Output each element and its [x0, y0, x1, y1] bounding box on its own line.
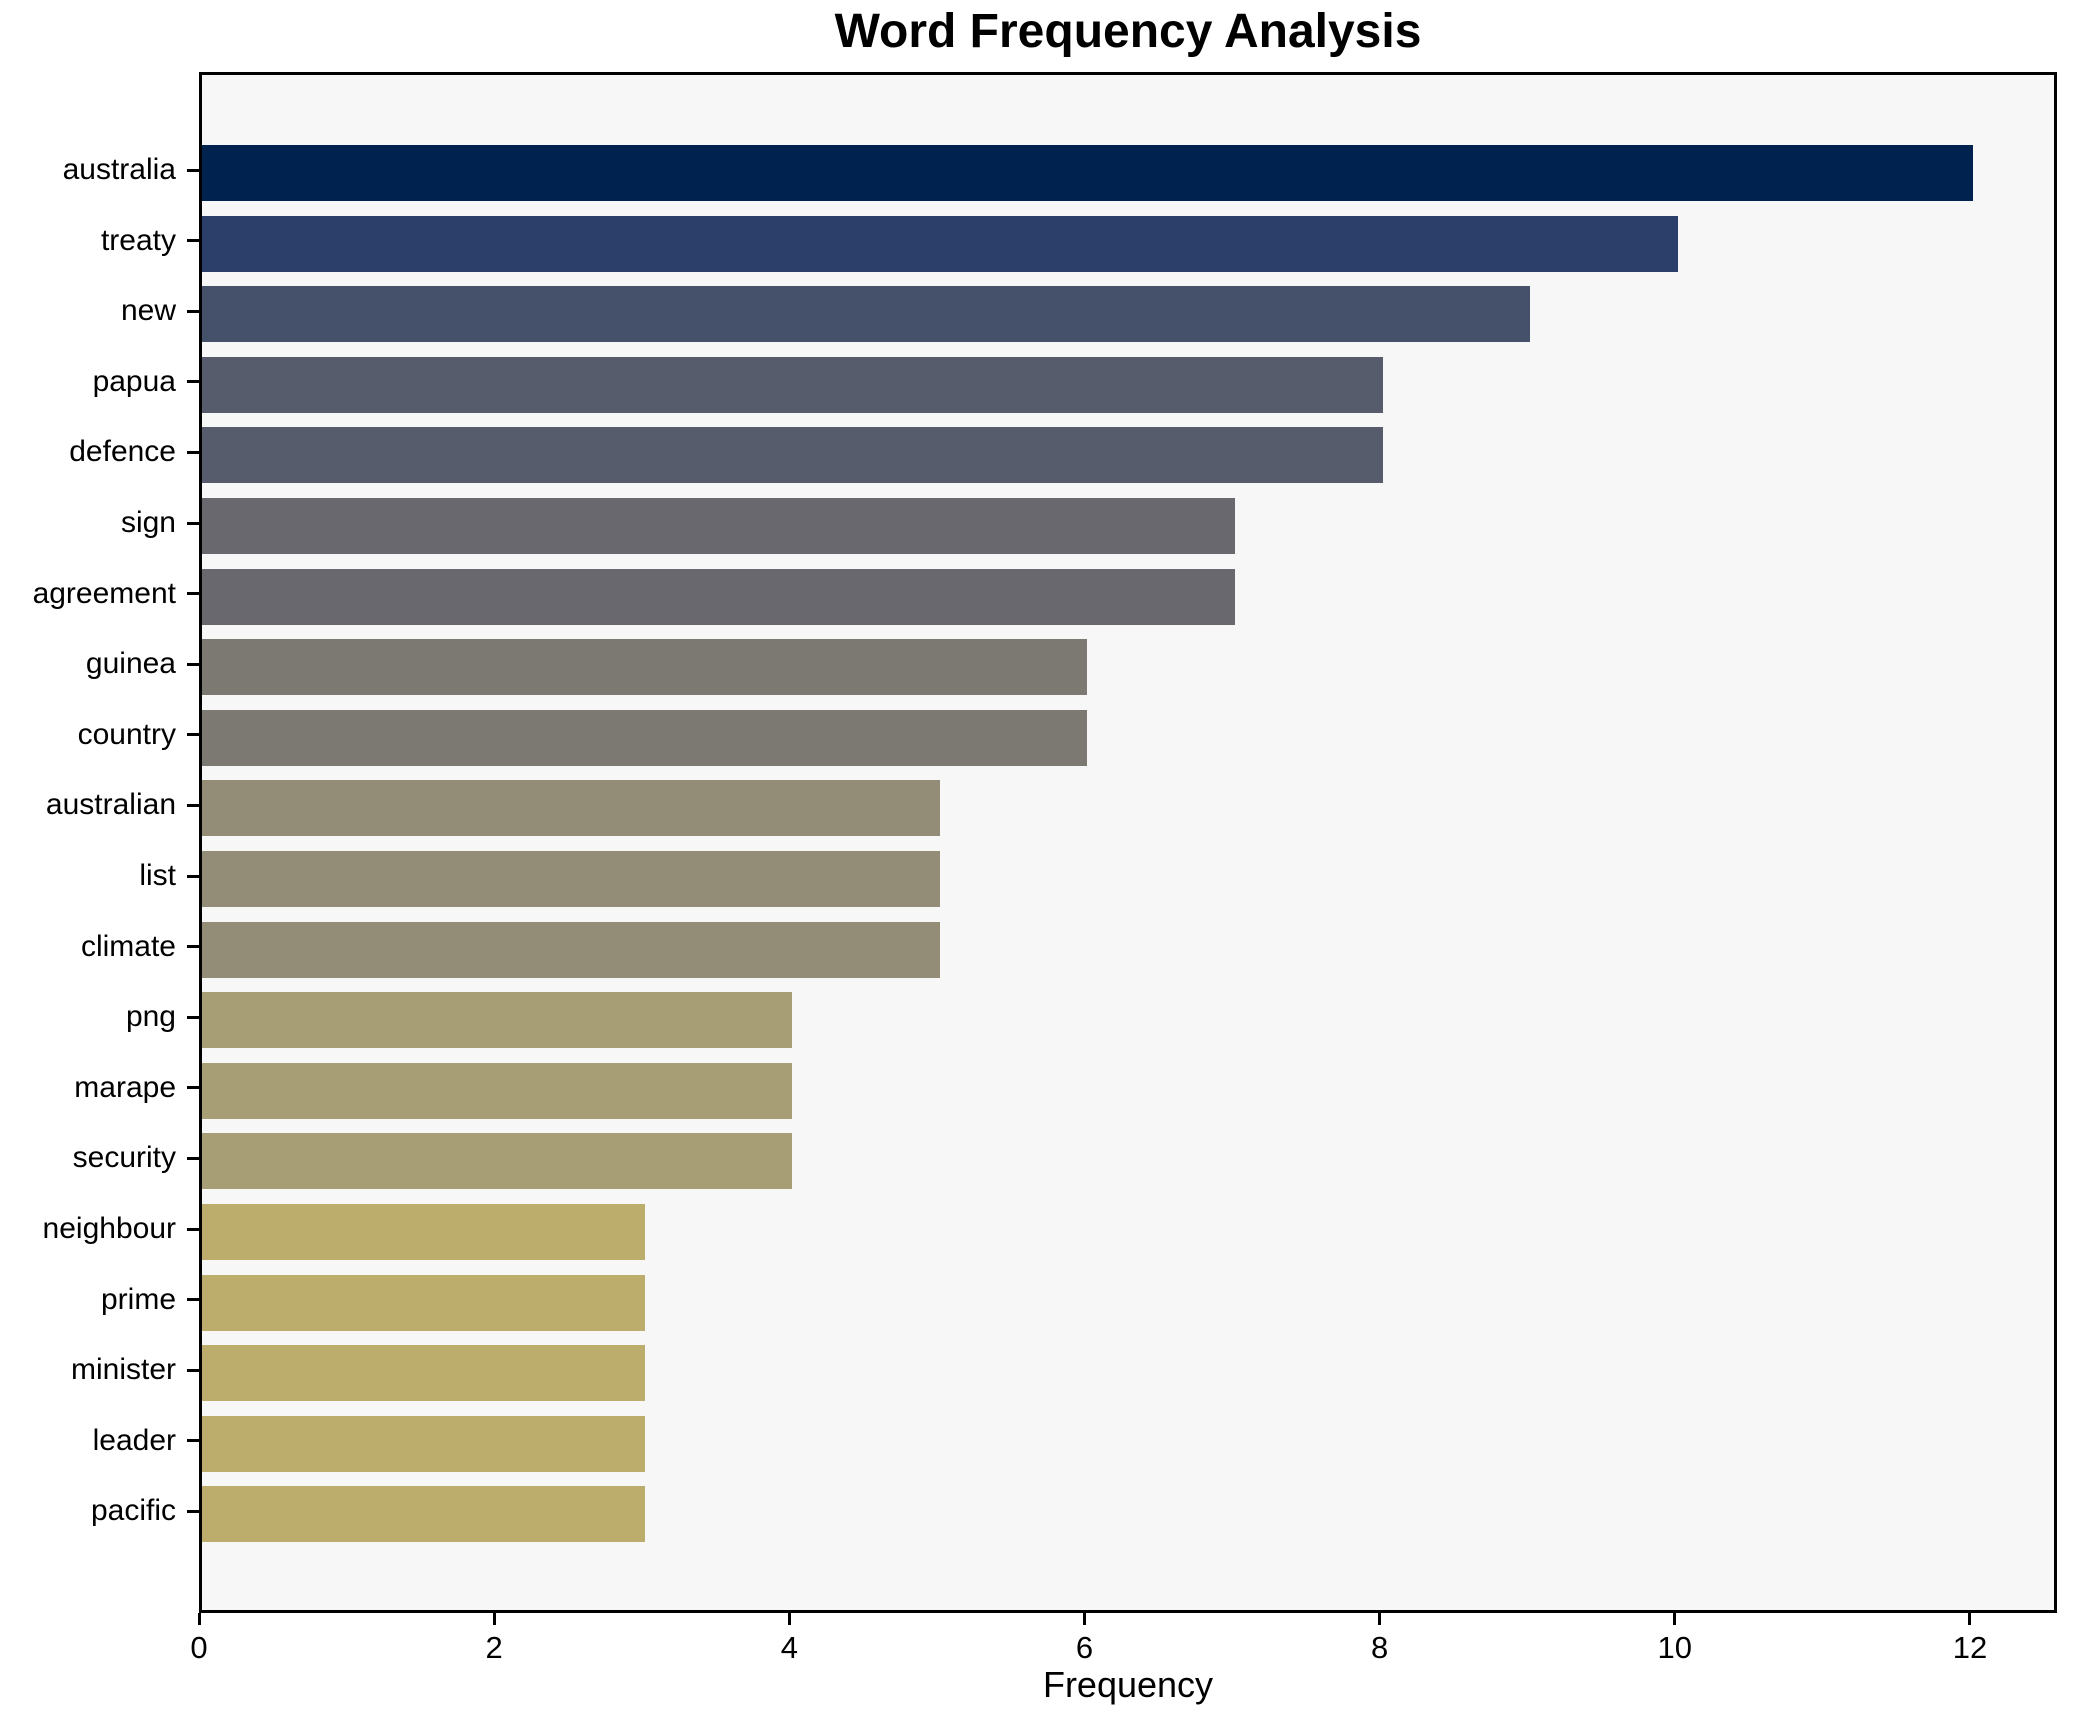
- y-tick-label-country: country: [77, 717, 176, 751]
- y-tick-label-minister: minister: [70, 1353, 176, 1387]
- y-tick-label-pacific: pacific: [90, 1494, 176, 1528]
- y-tick-mark: [187, 1509, 199, 1513]
- y-tick-label-list: list: [139, 859, 176, 892]
- y-tick-label-australian: australian: [45, 788, 176, 822]
- y-tick-mark: [187, 1086, 199, 1090]
- y-tick-mark: [187, 168, 199, 172]
- y-tick-label-security: security: [72, 1141, 176, 1175]
- bar-security: [202, 1133, 793, 1190]
- y-tick-mark: [187, 1368, 199, 1372]
- x-tick-mark: [492, 1613, 496, 1625]
- bar-agreement: [202, 568, 1236, 625]
- y-tick-mark: [187, 521, 199, 525]
- y-tick-mark: [187, 733, 199, 737]
- bar-australia: [202, 145, 1973, 201]
- y-tick-label-prime: prime: [100, 1282, 176, 1316]
- x-tick-label-8: 8: [1371, 1630, 1389, 1665]
- bar-australian: [202, 780, 940, 837]
- x-tick-mark: [787, 1613, 791, 1625]
- y-tick-mark: [187, 1298, 199, 1302]
- bar-marape: [202, 1062, 793, 1119]
- x-tick-label-6: 6: [1075, 1630, 1094, 1665]
- y-tick-mark: [187, 450, 199, 454]
- bar-pacific: [202, 1486, 645, 1543]
- x-tick-mark: [197, 1613, 201, 1625]
- y-tick-mark: [187, 309, 199, 313]
- y-tick-label-png: png: [125, 1000, 176, 1034]
- plot-area: [199, 72, 2057, 1613]
- bar-neighbour: [202, 1204, 645, 1260]
- bar-minister: [202, 1345, 645, 1402]
- y-tick-label-neighbour: neighbour: [42, 1212, 176, 1245]
- x-tick-mark: [1673, 1613, 1677, 1625]
- bar-png: [202, 992, 793, 1049]
- y-tick-label-papua: papua: [92, 364, 176, 398]
- y-tick-mark: [187, 1015, 199, 1019]
- bar-papua: [202, 356, 1383, 413]
- bar-defence: [202, 427, 1383, 484]
- y-tick-label-sign: sign: [120, 506, 176, 539]
- x-tick-mark: [1968, 1613, 1972, 1625]
- x-tick-label-2: 2: [485, 1630, 503, 1665]
- bar-list: [202, 851, 940, 907]
- bar-country: [202, 709, 1088, 766]
- x-tick-label-10: 10: [1657, 1630, 1693, 1665]
- y-tick-label-climate: climate: [80, 929, 176, 963]
- y-tick-mark: [187, 874, 199, 878]
- bar-climate: [202, 921, 940, 978]
- y-tick-mark: [187, 662, 199, 666]
- y-tick-label-agreement: agreement: [32, 576, 176, 610]
- y-tick-mark: [187, 239, 199, 243]
- x-tick-label-4: 4: [780, 1630, 798, 1665]
- x-tick-mark: [1378, 1613, 1382, 1625]
- chart-title: Word Frequency Analysis: [834, 5, 1422, 58]
- y-tick-mark: [187, 592, 199, 596]
- bar-leader: [202, 1415, 645, 1472]
- bar-treaty: [202, 215, 1678, 272]
- x-tick-label-0: 0: [190, 1630, 208, 1665]
- bar-guinea: [202, 639, 1088, 696]
- y-tick-label-guinea: guinea: [85, 647, 176, 681]
- x-axis-label: Frequency: [1042, 1664, 1214, 1705]
- y-tick-label-marape: marape: [74, 1070, 176, 1104]
- y-tick-label-defence: defence: [69, 435, 176, 469]
- y-tick-mark: [187, 380, 199, 384]
- y-tick-label-treaty: treaty: [100, 223, 176, 257]
- y-tick-mark: [187, 1156, 199, 1160]
- y-tick-mark: [187, 1439, 199, 1443]
- y-tick-label-leader: leader: [92, 1423, 176, 1457]
- x-tick-mark: [1082, 1613, 1086, 1625]
- y-tick-label-australia: australia: [62, 153, 176, 186]
- y-tick-mark: [187, 803, 199, 807]
- y-tick-mark: [187, 945, 199, 949]
- y-tick-mark: [187, 1227, 199, 1231]
- bar-new: [202, 286, 1531, 343]
- x-tick-label-12: 12: [1952, 1630, 1988, 1665]
- y-tick-label-new: new: [120, 294, 176, 328]
- bar-sign: [202, 498, 1236, 554]
- bar-prime: [202, 1274, 645, 1331]
